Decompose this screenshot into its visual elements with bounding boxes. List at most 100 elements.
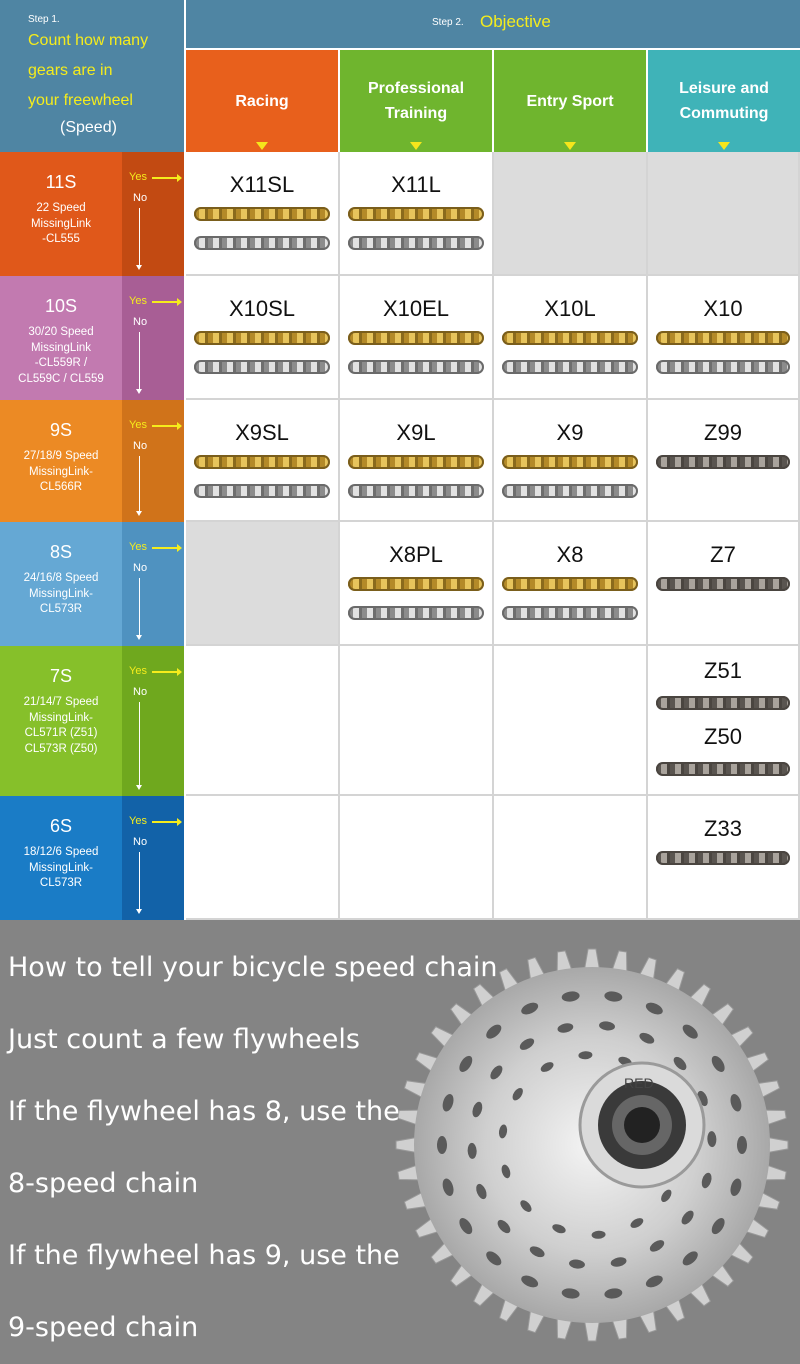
yes-label: Yes: [129, 665, 147, 677]
chain-image: [656, 577, 790, 591]
chain-cell-x10sl: X10SL: [186, 276, 340, 400]
chain-image: [656, 762, 790, 776]
arrow-down-icon: [136, 456, 142, 516]
chain-image: [656, 851, 790, 865]
speed-cell: 7S 21/14/7 Speed MissingLink- CL571R (Z51) C…: [0, 646, 122, 796]
yes-label: Yes: [129, 815, 147, 827]
speed-description: 18/12/6 Speed MissingLink- CL573R: [0, 845, 122, 892]
chain-image: [656, 455, 790, 469]
step1-speed: (Speed): [60, 119, 117, 136]
objective-label-2: Training: [384, 105, 448, 122]
speed-description-line: CL573R (Z50): [24, 742, 98, 755]
triangle-down-icon: [410, 142, 422, 150]
chain-model-name: X11SL: [229, 172, 295, 197]
arrow-down-icon: [136, 208, 142, 270]
chain-model-name: Z51: [704, 658, 742, 683]
yes-label: Yes: [129, 295, 147, 307]
speed-cell: 10S 30/20 Speed MissingLink -CL559R / CL559C…: [0, 276, 122, 400]
yes-no-flow: Yes No: [122, 796, 184, 920]
speed-description: 30/20 Speed MissingLink -CL559R / CL559C / …: [0, 325, 122, 387]
chain-image: [194, 236, 330, 250]
objective-racing: Racing: [186, 50, 338, 152]
chain-cell-z51: Z51 Z50: [648, 646, 800, 796]
chain-model-name: X9SL: [235, 420, 289, 445]
chain-model-name: X10L: [544, 296, 596, 321]
arrow-down-icon: [136, 578, 142, 640]
chain-model-name: X9L: [396, 420, 436, 445]
chain-image: [502, 484, 638, 498]
speed-description-line: 22 Speed: [36, 202, 86, 214]
speed-description-line: CL573R: [39, 603, 83, 615]
chain-model-name: X11L: [391, 172, 441, 197]
chain-cell-x10: X10: [648, 276, 800, 400]
bottom-info-panel: RED How to tell your bicycle speed chain…: [0, 920, 800, 1364]
chain-image: [194, 484, 330, 498]
arrow-right-icon: [152, 544, 182, 552]
blank-cell: [494, 646, 648, 796]
objective-label: Leisure and: [679, 80, 769, 97]
arrow-right-icon: [152, 298, 182, 306]
objective-label: Entry Sport: [526, 92, 614, 110]
speed-cell: 11S 22 Speed MissingLink -CL555: [0, 152, 122, 276]
arrow-down-icon: [136, 852, 142, 914]
step1-line-2: gears are in: [28, 62, 113, 79]
chain-model-name: X10SL: [228, 296, 296, 321]
no-label: No: [133, 316, 148, 328]
speed-description: 24/16/8 Speed MissingLink- CL573R: [0, 571, 122, 618]
cassette-brand-text: RED: [624, 1075, 654, 1091]
chain-cell-x11l: X11L: [340, 152, 494, 276]
arrow-right-icon: [152, 422, 182, 430]
bottom-text-line-1: How to tell your bicycle speed chain: [8, 952, 498, 983]
chain-model-name: X10: [703, 296, 743, 321]
chain-image: [194, 331, 330, 345]
bottom-text-line-5: If the flywheel has 9, use the: [8, 1240, 400, 1271]
not-applicable-cell: [494, 152, 648, 276]
step1-line-1: Count how many: [28, 32, 149, 49]
no-label: No: [133, 440, 148, 452]
chain-image: [348, 207, 484, 221]
chain-cell-z33: Z33: [648, 796, 800, 920]
step1-line-3: your freewheel: [28, 92, 133, 109]
objective-label-2: Commuting: [679, 105, 769, 122]
speed-description-line: 24/16/8 Speed: [23, 572, 99, 584]
chain-image: [194, 360, 330, 374]
speed-label: 9S: [49, 420, 73, 440]
chain-image: [194, 207, 330, 221]
chain-image: [348, 236, 484, 250]
chain-cell-x10el: X10EL: [340, 276, 494, 400]
chain-image: [348, 484, 484, 498]
speed-row-9s: 9S 27/18/9 Speed MissingLink- CL566R Yes No: [0, 400, 184, 522]
chain-cell-x11sl: X11SL: [186, 152, 340, 276]
speed-label: 6S: [49, 816, 73, 836]
chain-cell-z7: Z7: [648, 522, 800, 646]
yes-label: Yes: [129, 541, 147, 553]
blank-cell: [340, 796, 494, 920]
no-label: No: [133, 562, 148, 574]
triangle-down-icon: [564, 142, 576, 150]
not-applicable-cell: [186, 522, 340, 646]
speed-description-line: 30/20 Speed: [28, 326, 94, 338]
step1-header: Step 1. Count how many gears are in your…: [0, 0, 184, 152]
chain-cell-x9sl: X9SL: [186, 400, 340, 522]
chain-cell-x8pl: X8PL: [340, 522, 494, 646]
blank-cell: [494, 796, 648, 920]
triangle-down-icon: [256, 142, 268, 150]
chain-cell-x10l: X10L: [494, 276, 648, 400]
objective-leisure-commuting: Leisure and Commuting: [648, 50, 800, 152]
objective-entry-sport: Entry Sport: [494, 50, 646, 152]
chain-model-name: X8: [556, 542, 584, 567]
step2-header: Step 2. Objective: [186, 0, 800, 48]
no-label: No: [133, 192, 148, 204]
chain-cell-x9: X9: [494, 400, 648, 522]
chain-image: [348, 360, 484, 374]
speed-cell: 8S 24/16/8 Speed MissingLink- CL573R: [0, 522, 122, 646]
chain-image: [502, 360, 638, 374]
arrow-right-icon: [152, 668, 182, 676]
cassette-image: RED: [395, 948, 789, 1342]
yes-label: Yes: [129, 419, 147, 431]
objective-professional-training: Professional Training: [340, 50, 492, 152]
speed-description-line: CL571R (Z51): [24, 727, 98, 739]
speed-description: 22 Speed MissingLink -CL555: [0, 201, 122, 248]
chain-image: [348, 455, 484, 469]
chain-image: [348, 606, 484, 620]
